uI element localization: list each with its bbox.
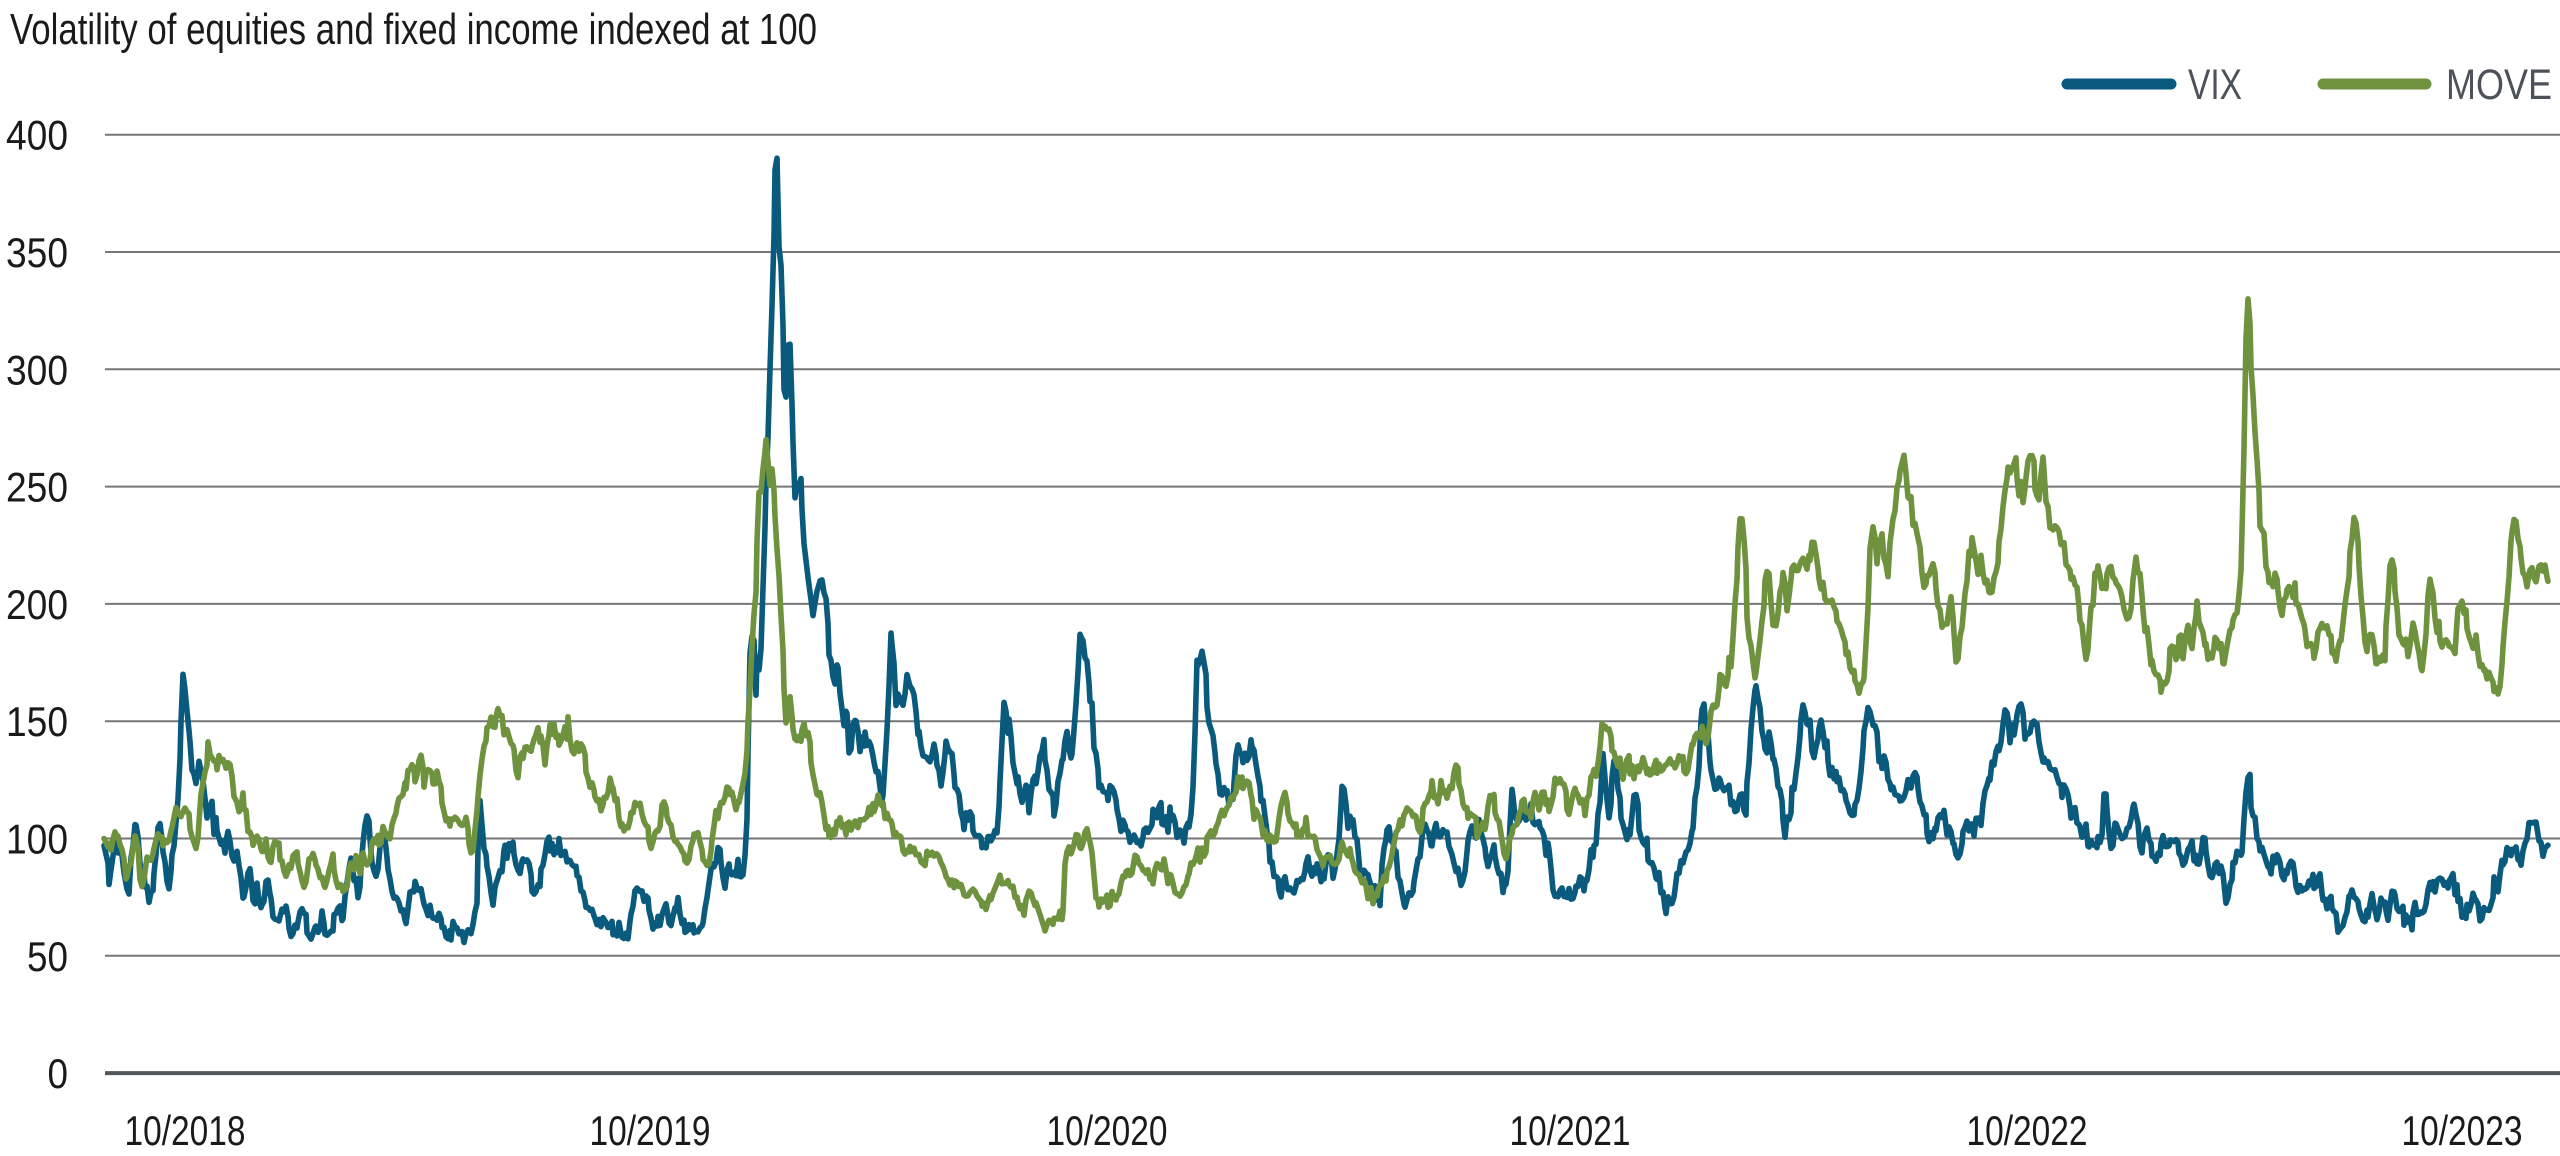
svg-text:10/2022: 10/2022 bbox=[1967, 1107, 2088, 1154]
svg-text:200: 200 bbox=[6, 581, 68, 628]
svg-text:10/2018: 10/2018 bbox=[125, 1107, 246, 1154]
svg-text:10/2023: 10/2023 bbox=[2402, 1107, 2523, 1154]
svg-text:250: 250 bbox=[6, 464, 68, 511]
svg-text:0: 0 bbox=[48, 1050, 69, 1097]
svg-text:MOVE: MOVE bbox=[2446, 61, 2552, 109]
svg-text:Volatility of equities and fix: Volatility of equities and fixed income … bbox=[10, 5, 817, 54]
svg-text:400: 400 bbox=[6, 112, 68, 159]
svg-text:100: 100 bbox=[6, 816, 68, 863]
svg-text:10/2021: 10/2021 bbox=[1510, 1107, 1631, 1154]
svg-text:10/2020: 10/2020 bbox=[1047, 1107, 1168, 1154]
svg-text:VIX: VIX bbox=[2188, 61, 2242, 109]
svg-text:350: 350 bbox=[6, 229, 68, 276]
svg-text:150: 150 bbox=[6, 698, 68, 745]
svg-text:50: 50 bbox=[27, 933, 68, 980]
svg-text:10/2019: 10/2019 bbox=[590, 1107, 711, 1154]
svg-text:300: 300 bbox=[6, 346, 68, 393]
